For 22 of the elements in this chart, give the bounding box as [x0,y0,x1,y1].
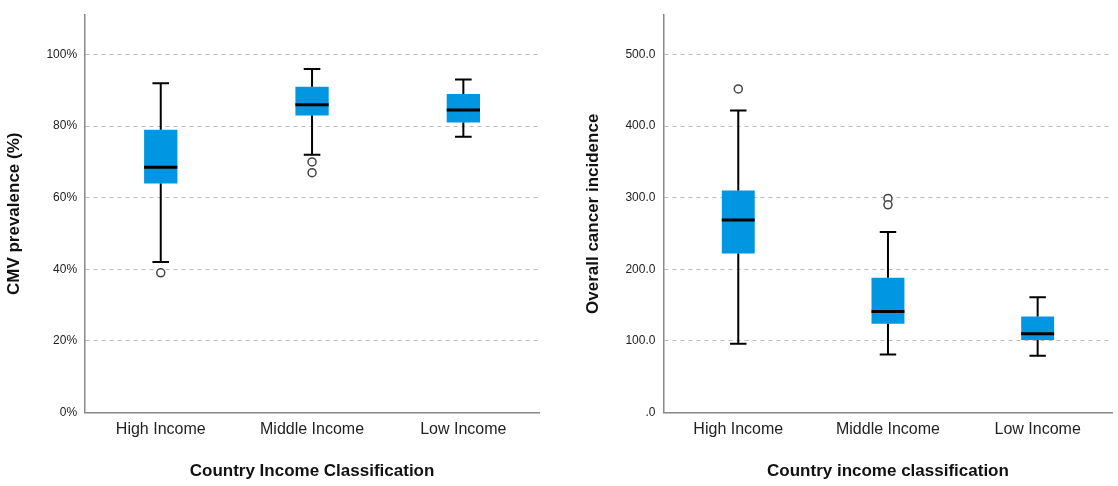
x-tick-label: High Income [115,420,206,438]
y-axis-title: Overall cancer incidence [582,113,602,314]
y-tick-label: 80% [53,118,78,133]
x-tick-label: Middle Income [260,420,365,438]
x-tick-label: High Income [693,420,784,438]
x-tick-label: Middle Income [835,420,941,438]
y-tick-label: 40% [53,261,78,276]
x-tick-label: Low Income [420,420,507,438]
y-tick-label: 0% [59,404,78,419]
y-tick-label: 300.0 [625,190,656,205]
y-tick-label: 400.0 [625,118,656,133]
y-tick-label: 60% [53,190,78,205]
y-axis-title: CMV prevalence (%) [3,132,23,296]
y-tick-label: 100% [46,46,78,61]
y-tick-label: 100.0 [625,333,656,348]
y-tick-label: .0 [645,404,656,419]
y-tick-label: 200.0 [625,261,656,276]
x-axis-title: Country Income Classification [189,461,435,481]
y-tick-label: 20% [53,333,78,348]
x-axis-title: Country income classification [767,461,1009,481]
y-tick-label: 500.0 [625,46,656,61]
x-tick-label: Low Income [994,420,1081,438]
